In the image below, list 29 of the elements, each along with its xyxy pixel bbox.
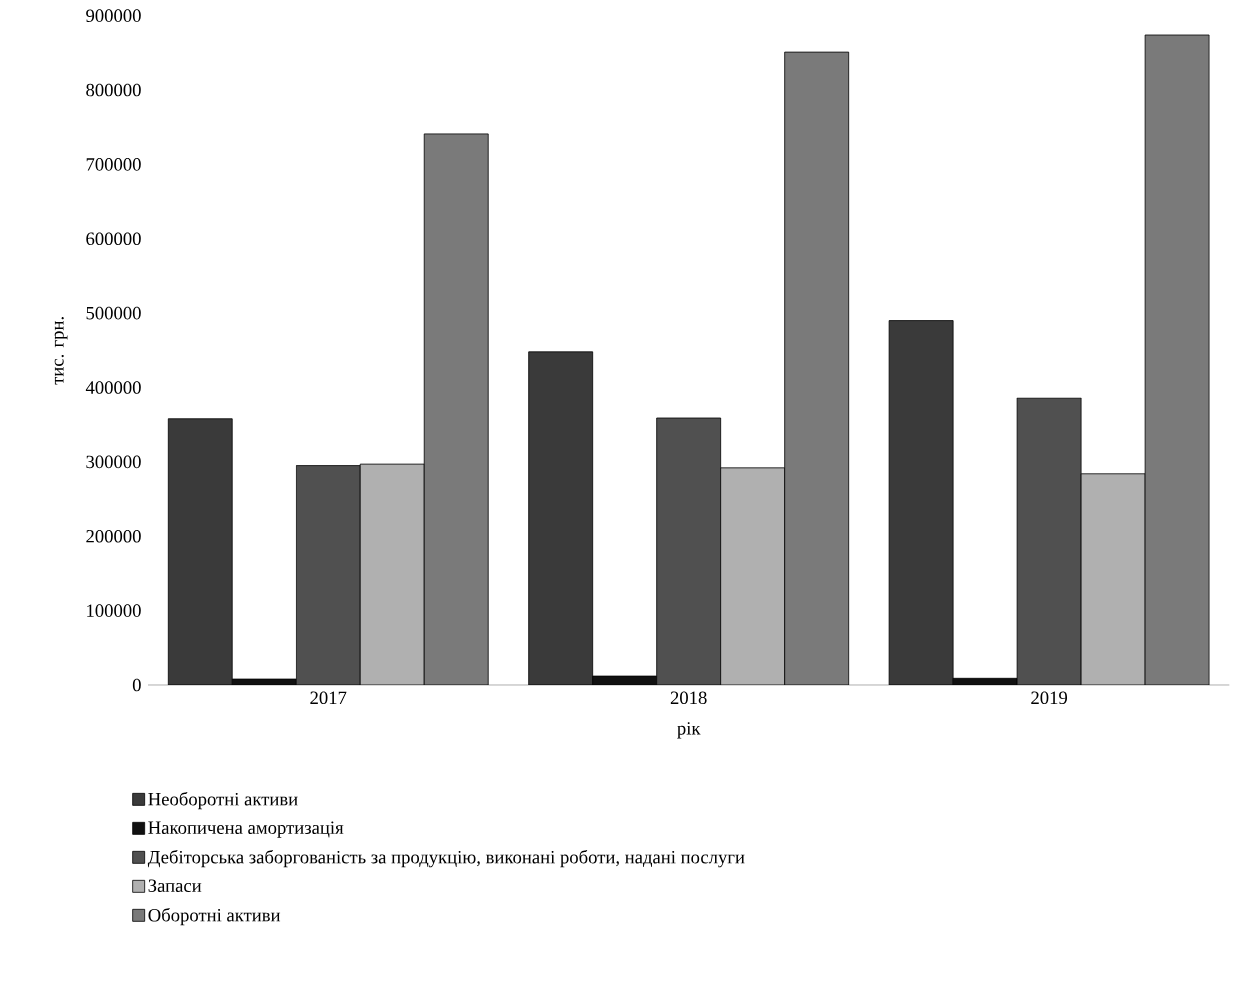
bar bbox=[720, 467, 786, 685]
y-tick-label: 0 bbox=[132, 678, 141, 692]
y-axis-title: тис. грн. bbox=[54, 317, 68, 385]
bar bbox=[423, 133, 489, 685]
y-tick-label: 300000 bbox=[86, 455, 141, 469]
y-tick-label: 900000 bbox=[86, 9, 141, 22]
legend-label: Необоротні активи bbox=[148, 791, 298, 810]
bar bbox=[1080, 473, 1146, 685]
bar bbox=[295, 465, 361, 685]
x-tick-label: 2018 bbox=[670, 691, 707, 705]
y-tick-label: 800000 bbox=[86, 83, 141, 97]
y-tick-label: 400000 bbox=[85, 381, 141, 394]
y-tick-label: 500000 bbox=[86, 306, 141, 320]
bar bbox=[784, 51, 850, 685]
bar bbox=[359, 463, 425, 685]
legend-label: Запаси bbox=[148, 879, 202, 892]
y-tick-label: 600000 bbox=[86, 232, 141, 246]
bar bbox=[1144, 34, 1210, 685]
legend-label: Дебіторська заборгованість за продукцію, виконані роботи, надані послуги bbox=[147, 849, 745, 868]
y-tick-label: 200000 bbox=[86, 529, 141, 543]
bar bbox=[1016, 397, 1082, 685]
x-axis-title: рік bbox=[677, 722, 701, 739]
legend-label: Накопичена амортизація bbox=[148, 821, 344, 838]
y-tick-label: 100000 bbox=[87, 604, 141, 617]
legend-label: Оборотні активи bbox=[148, 907, 281, 926]
x-tick-label: 2017 bbox=[310, 691, 347, 705]
y-tick-label: 700000 bbox=[86, 158, 141, 171]
x-tick-label: 2019 bbox=[1031, 691, 1068, 705]
bar bbox=[656, 417, 722, 685]
